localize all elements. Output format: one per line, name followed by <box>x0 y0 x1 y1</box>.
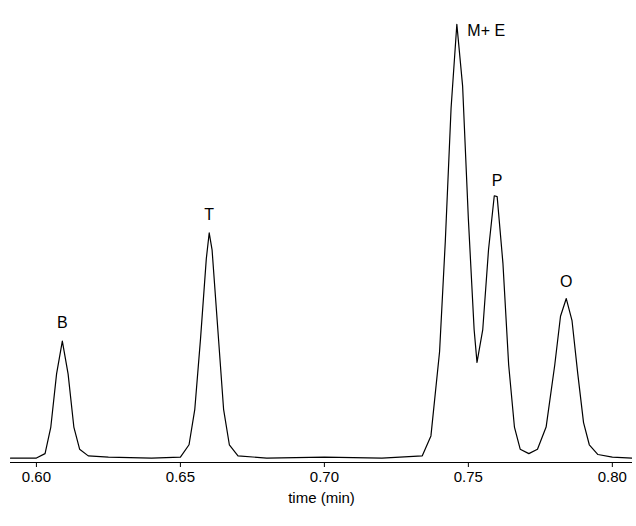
svg-text:0.60: 0.60 <box>22 468 51 485</box>
svg-text:time (min): time (min) <box>288 489 355 506</box>
svg-text:P: P <box>492 172 503 189</box>
svg-text:0.65: 0.65 <box>166 468 195 485</box>
svg-text:0.75: 0.75 <box>454 468 483 485</box>
svg-text:B: B <box>57 314 68 331</box>
svg-text:O: O <box>560 273 572 290</box>
svg-text:T: T <box>204 206 214 223</box>
svg-text:0.70: 0.70 <box>310 468 339 485</box>
svg-text:0.80: 0.80 <box>598 468 627 485</box>
svg-text:M+ E: M+ E <box>467 22 505 39</box>
